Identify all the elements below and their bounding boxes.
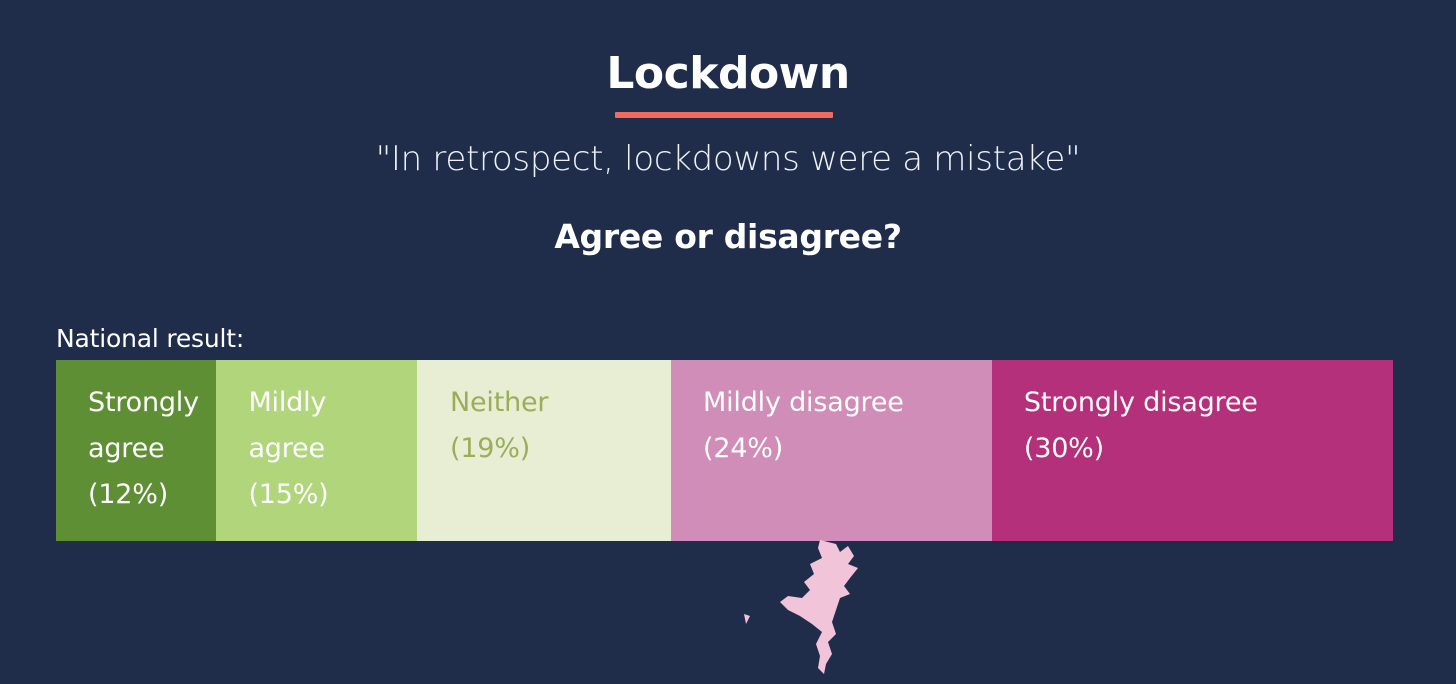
bar-segment-label: Strongly agree (12%) — [88, 387, 199, 510]
decorative-map-shape — [744, 540, 858, 674]
bar-segment-label: Strongly disagree (30%) — [1023, 387, 1258, 464]
bar-segment-mildly-agree: Mildly agree (15%) — [216, 360, 418, 541]
title-underline — [615, 112, 833, 118]
bar-segment-strongly-disagree: Strongly disagree (30%) — [991, 360, 1394, 541]
national-result-label: National result: — [56, 324, 245, 353]
bar-segment-label: Neither (19%) — [449, 387, 549, 464]
bar-segment-mildly-disagree: Mildly disagree (24%) — [671, 360, 993, 541]
stacked-bar: Strongly agree (12%) Mildly agree (15%) Ne… — [56, 360, 1394, 541]
chart-title: Lockdown — [606, 48, 850, 99]
bar-segment-label: Mildly disagree (24%) — [703, 387, 904, 464]
bar-segment-strongly-agree: Strongly agree (12%) — [56, 360, 217, 541]
bar-segment-label: Mildly agree (15%) — [248, 387, 329, 510]
statement-quote: "In retrospect, lockdowns were a mistake… — [375, 139, 1081, 179]
decorative-map-path — [744, 540, 858, 674]
question-heading: Agree or disagree? — [554, 217, 902, 256]
bar-segment-neither: Neither (19%) — [416, 360, 672, 541]
